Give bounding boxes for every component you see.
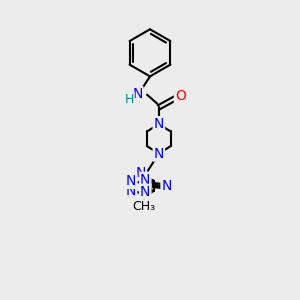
Text: N: N <box>154 117 164 131</box>
Text: N: N <box>126 174 136 188</box>
Text: H: H <box>125 93 134 106</box>
Text: N: N <box>161 179 172 193</box>
Text: N: N <box>140 173 151 187</box>
Text: N: N <box>136 166 146 180</box>
Text: O: O <box>175 89 186 103</box>
Text: N: N <box>154 146 164 161</box>
Text: N: N <box>126 184 136 198</box>
Text: N: N <box>132 87 142 101</box>
Text: CH₃: CH₃ <box>132 200 155 213</box>
Text: N: N <box>140 185 151 199</box>
